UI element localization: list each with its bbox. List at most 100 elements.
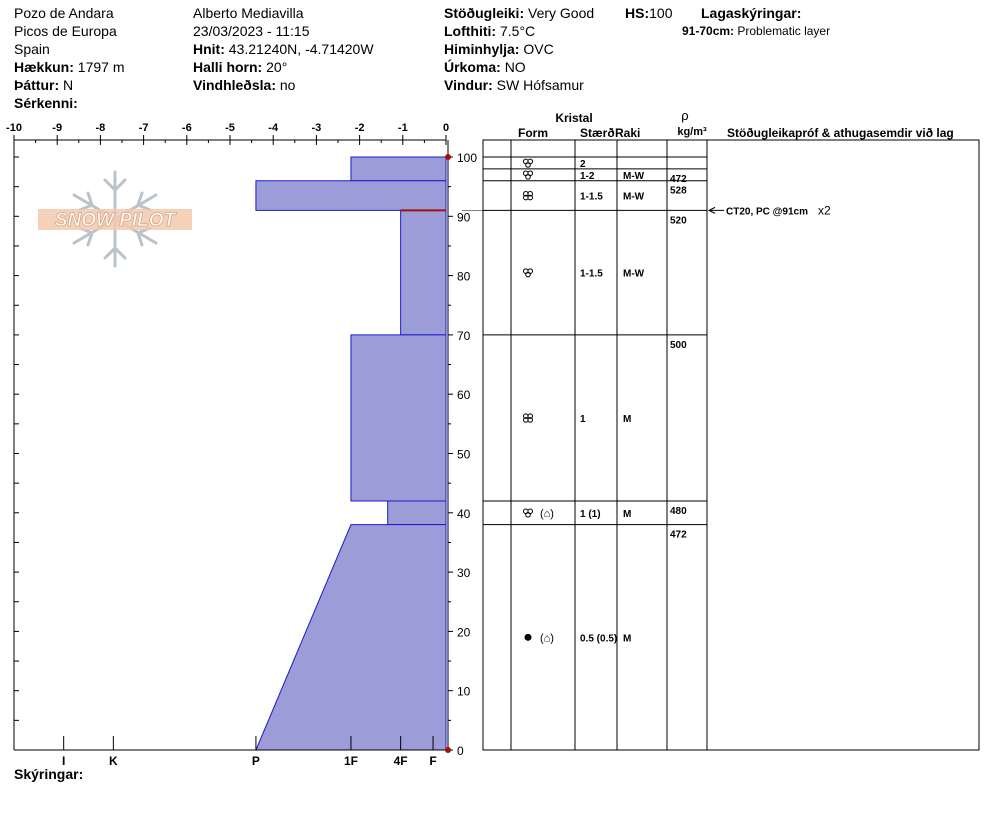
observer: Alberto Mediavilla: [193, 5, 304, 21]
layer-form-6: [524, 633, 532, 641]
hardness-tick-label: I: [62, 754, 65, 768]
melt-form-icon: [525, 162, 531, 168]
layer-form-secondary: (⌂): [540, 508, 554, 520]
x-tick-label: -2: [355, 122, 365, 134]
x-tick-label: -7: [139, 122, 149, 134]
y-tick-label: 30: [457, 566, 471, 580]
y-tick-label: 10: [457, 685, 471, 699]
y-tick-label: 90: [457, 210, 471, 224]
rounded-grain-icon: [524, 633, 532, 641]
tests-header: Stöðugleikapróf & athugasemdir við lag: [727, 126, 954, 140]
x-tick-label: -5: [225, 122, 235, 134]
x-tick-label: -9: [52, 122, 62, 134]
coords-row: Hnit: 43.21240N, -4.71420W: [193, 41, 374, 57]
melt-form-icon: [525, 173, 531, 180]
moisture-header: Raki: [615, 126, 640, 140]
hs-value: 100: [649, 5, 673, 21]
chart-axes: -10 -9 -8 -7 -6 -5 -4 -3 -2 -1 0010203040506070809…: [6, 122, 477, 768]
slope-row: Halli horn: 20°: [193, 59, 288, 75]
sky: OVC: [523, 41, 554, 57]
layer-density: 472: [670, 174, 687, 185]
melt-cluster-icon: [527, 194, 534, 201]
wind-loading: no: [279, 77, 296, 93]
aspect-row: Þáttur: N: [14, 77, 74, 93]
hardness-layer-3: [350, 334, 447, 502]
bottom-marker-dot: [445, 747, 451, 753]
stability-row: Stöðugleiki: Very Good: [444, 5, 595, 21]
layer-density: 472: [670, 530, 687, 541]
test-count: x2: [818, 203, 831, 217]
hardness-layer-4: [387, 500, 447, 526]
y-tick-label: 0: [457, 744, 464, 758]
layer-form-1: [523, 170, 534, 180]
test-arrow-icon: [707, 206, 716, 214]
logo-text: SNOW PILOT: [55, 210, 177, 231]
layer-note-range: 91-70cm:: [682, 24, 735, 38]
y-tick-label: 70: [457, 329, 471, 343]
mountain-range: Picos de Europa: [14, 23, 117, 39]
x-tick-label: 0: [443, 122, 449, 134]
datetime: 23/03/2023 - 11:15: [193, 23, 310, 39]
layer-size: 1-1.5: [580, 192, 603, 203]
hardness-tick-label: P: [252, 754, 260, 768]
layer-notes-label: Lagaskýringar:: [701, 5, 802, 21]
form-header: Form: [518, 126, 548, 140]
layer-density: 480: [670, 506, 687, 517]
slope: 20°: [266, 59, 288, 75]
layer-size: 1 (1): [580, 509, 601, 520]
air-temp-row: Lofthiti: 7.5°C: [444, 23, 536, 39]
location: Pozo de Andara: [14, 5, 114, 21]
wind: SW Hófsamur: [496, 77, 584, 93]
hardness-layer-0: [350, 156, 447, 182]
air-temp: 7.5°C: [499, 23, 536, 39]
aspect: N: [63, 77, 74, 93]
x-tick-label: -3: [312, 122, 322, 134]
wind-loading-row: Vindhleðsla: no: [193, 77, 296, 93]
wind-row: Vindur: SW Hófsamur: [444, 77, 584, 93]
sky-row: Himinhylja: OVC: [444, 41, 554, 57]
layer-note-text: Problematic layer: [737, 24, 831, 38]
header-right: Stöðugleiki: Very Good Lofthiti: 7.5°C H…: [444, 4, 594, 94]
x-tick-label: -4: [268, 122, 279, 134]
x-tick-label: -1: [398, 122, 408, 134]
layer-density: 520: [670, 215, 687, 226]
melt-form-icon: [525, 512, 531, 518]
layer-table: Kristal Form Stærð Raki ρ kg/m³ Stöðugleikapró…: [462, 108, 980, 751]
elevation-row: Hækkun: 1797 m: [14, 59, 125, 75]
layer-form-secondary: (⌂): [540, 632, 554, 644]
y-tick-label: 80: [457, 270, 471, 284]
layer-size: 0.5 (0.5): [580, 633, 617, 644]
kristal-header: Kristal: [555, 111, 592, 125]
hardness-layers: [255, 156, 447, 751]
hardness-tick-label: 1F: [344, 754, 358, 768]
header-left: Pozo de Andara Picos de Europa Spain Hæk…: [14, 4, 125, 112]
stability: Very Good: [528, 5, 595, 21]
x-tick-label: -8: [96, 122, 106, 134]
layer-size: 2: [580, 159, 586, 170]
layer-density: 528: [670, 186, 687, 197]
density-unit: kg/m³: [677, 126, 707, 138]
y-tick-label: 40: [457, 507, 471, 521]
precip: NO: [504, 59, 526, 75]
y-tick-label: 60: [457, 388, 471, 402]
layer-form-4: [523, 413, 534, 423]
size-header: Stærð: [580, 126, 615, 140]
notes-label: Skýringar:: [14, 766, 84, 782]
melt-cluster-icon: [527, 413, 534, 419]
x-tick-label: -10: [6, 122, 22, 134]
snowflake-logo-icon: SNOW PILOT: [38, 170, 192, 268]
x-tick-label: -6: [182, 122, 192, 134]
layer-size: 1-1.5: [580, 269, 603, 280]
hs-row: HS:100: [625, 5, 673, 21]
melt-cluster-icon: [527, 190, 534, 197]
layer-moisture: M-W: [623, 269, 645, 280]
melt-cluster-icon: [527, 417, 534, 423]
layer-density: 500: [670, 340, 687, 351]
country: Spain: [14, 41, 50, 57]
hardness-tick-label: F: [429, 754, 436, 768]
hardness-tick-label: 4F: [394, 754, 408, 768]
y-tick-label: 20: [457, 625, 471, 639]
layer-form-5: [523, 508, 534, 518]
y-tick-label: 100: [457, 151, 477, 165]
